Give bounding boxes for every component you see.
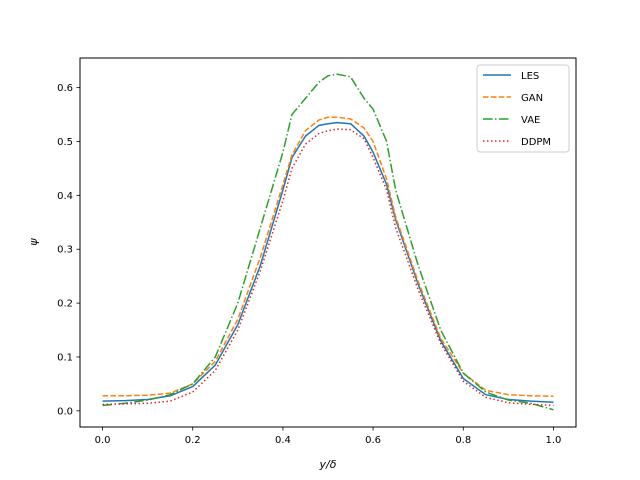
y-tick-label: 0.1 (57, 352, 73, 363)
legend-label-ddpm: DDPM (521, 137, 551, 148)
x-tick-label: 0.4 (275, 435, 291, 446)
x-tick-label: 0.6 (365, 435, 381, 446)
legend-label-les: LES (521, 71, 539, 82)
legend: LES GAN VAE DDPM (476, 64, 570, 153)
legend-label-gan: GAN (521, 93, 543, 104)
x-tick-label: 0.0 (95, 435, 111, 446)
series-line-ddpm (102, 128, 554, 407)
x-axis-label: y/δ (319, 458, 337, 471)
y-tick-label: 0.5 (57, 137, 73, 148)
legend-box (476, 64, 570, 153)
x-tick-label: 1.0 (546, 435, 562, 446)
y-axis-label: ψ (27, 238, 40, 246)
y-tick-label: 0.3 (57, 245, 73, 256)
y-tick-label: 0.6 (57, 83, 73, 94)
y-tick-label: 0.2 (57, 299, 73, 310)
axis-ticks: 0.0 0.2 0.4 0.6 0.8 1.0 0.0 0.1 0.2 0.3 0.4 0.5 0.6 (57, 83, 561, 446)
x-tick-label: 0.2 (185, 435, 201, 446)
series-line-vae (102, 73, 554, 411)
y-tick-label: 0.4 (57, 191, 73, 202)
x-tick-label: 0.8 (455, 435, 471, 446)
y-tick-label: 0.0 (57, 406, 73, 417)
series-line-les (102, 121, 554, 403)
axes-frame (79, 57, 577, 428)
plot-area (102, 73, 554, 411)
legend-label-vae: VAE (521, 115, 540, 126)
